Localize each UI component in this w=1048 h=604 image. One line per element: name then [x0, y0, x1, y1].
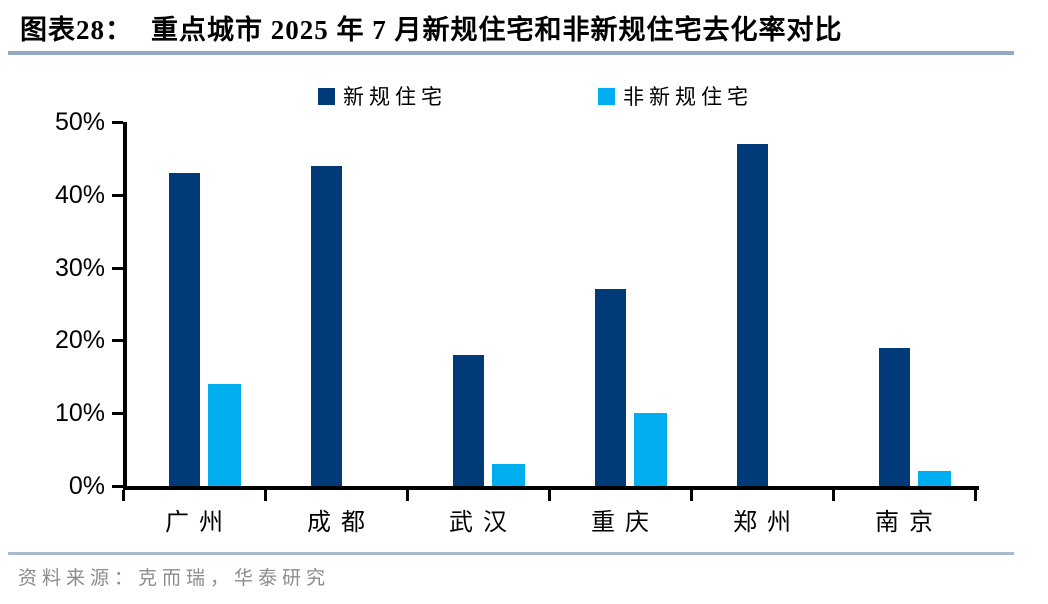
bar-new-3 [453, 354, 484, 486]
x-axis-label-2: 成都 [307, 510, 375, 536]
y-axis-label-0: 0% [68, 472, 105, 500]
bar-non-new-4 [634, 413, 667, 486]
x-axis-tick [690, 490, 693, 501]
y-axis-tick [112, 266, 123, 270]
y-axis-tick [112, 339, 123, 343]
x-axis-tick [832, 490, 835, 501]
bar-non-new-3 [492, 464, 525, 486]
bar-new-4 [595, 289, 626, 486]
y-axis-label-50: 50% [54, 108, 105, 136]
y-axis-label-40: 40% [54, 180, 105, 209]
x-axis-label-1: 广州 [165, 510, 233, 536]
y-axis-tick [112, 412, 123, 416]
y-axis-tick [112, 485, 123, 488]
legend-swatch-dark-icon [318, 87, 335, 105]
bar-new-5 [737, 143, 768, 486]
bar-chart-plot-area [123, 122, 979, 490]
legend-label-non-new-regulation: 非新规住宅 [623, 85, 753, 109]
y-axis-label-30: 30% [54, 253, 105, 282]
page-title: 图表28： 重点城市 2025 年 7 月新规住宅和非新规住宅去化率对比 [20, 8, 1030, 47]
x-axis-tick [122, 490, 125, 501]
x-axis-label-6: 南京 [875, 510, 943, 536]
legend-item-non-new-regulation: 非新规住宅 [598, 84, 753, 109]
source-note: 资料来源：克而瑞，华泰研究 [18, 563, 330, 590]
x-axis-label-4: 重庆 [591, 510, 659, 536]
source-text: 克而瑞，华泰研究 [138, 568, 331, 589]
x-axis-tick [264, 490, 267, 501]
y-axis-tick [112, 193, 123, 197]
y-axis-label-20: 20% [54, 326, 105, 355]
bar-non-new-6 [918, 471, 951, 486]
source-label: 资料来源： [18, 568, 139, 589]
x-axis-tick [548, 490, 551, 501]
y-axis-tick [112, 121, 123, 124]
y-axis-label-10: 10% [54, 399, 105, 428]
bar-non-new-1 [208, 384, 241, 486]
x-axis-tick [974, 490, 977, 501]
figure-number-label: 图表28： [20, 15, 133, 45]
x-axis-label-5: 郑州 [733, 510, 801, 536]
title-divider [8, 51, 1014, 55]
legend-swatch-light-icon [598, 87, 615, 105]
bar-new-6 [879, 347, 910, 486]
x-axis-label-3: 武汉 [449, 510, 517, 536]
legend-label-new-regulation: 新规住宅 [343, 85, 447, 109]
figure-title-text: 重点城市 2025 年 7 月新规住宅和非新规住宅去化率对比 [151, 15, 843, 45]
bar-new-1 [169, 172, 200, 486]
x-axis-tick [406, 490, 409, 501]
footer-divider [8, 552, 1014, 555]
bar-new-2 [311, 165, 342, 486]
legend-item-new-regulation: 新规住宅 [318, 84, 447, 109]
